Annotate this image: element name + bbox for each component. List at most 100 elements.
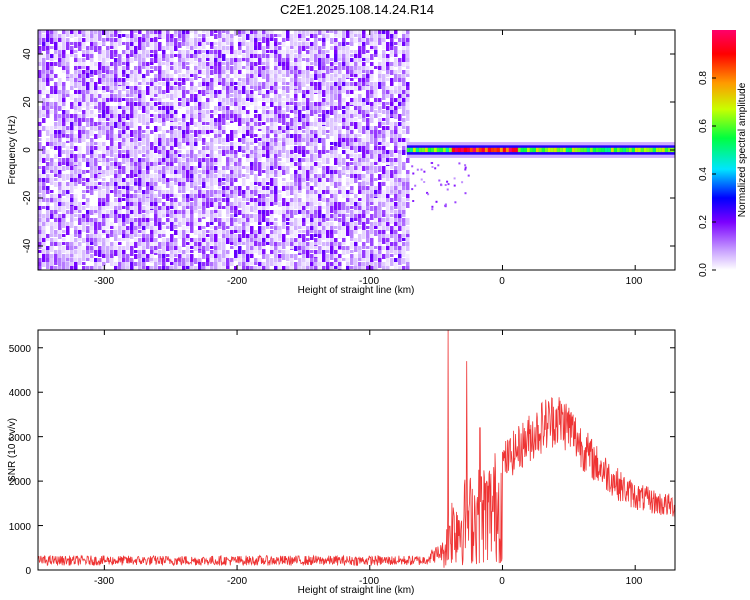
carrier-cell: [559, 147, 563, 153]
spectrogram-cell: [370, 202, 374, 205]
spectrogram-cell: [170, 54, 174, 60]
spectrogram-cell: [146, 198, 150, 203]
spectrogram-cell: [126, 58, 130, 63]
spectrogram-cell: [270, 50, 274, 53]
spectrogram-cell: [70, 186, 74, 193]
spectrogram-cell: [118, 238, 122, 241]
spectrogram-cell: [310, 242, 314, 249]
spectrogram-cell: [78, 258, 82, 265]
spectrogram-cell: [310, 62, 314, 65]
spectrogram-cell: [274, 50, 278, 56]
spectrogram-cell: [94, 210, 98, 213]
spectrogram-cell: [402, 234, 406, 237]
spectrogram-cell: [162, 246, 166, 255]
spectrogram-cell: [346, 154, 350, 159]
spectrogram-cell: [358, 134, 362, 137]
spectrogram-cell: [74, 78, 78, 85]
spectrogram-cell: [274, 246, 278, 252]
spectrogram-cell: [150, 70, 154, 73]
spectrogram-cell: [86, 74, 90, 79]
spectrogram-cell: [42, 118, 46, 123]
spectrogram-cell: [190, 82, 194, 88]
spectrogram-cell: [290, 138, 294, 145]
spectrogram-cell: [186, 38, 190, 44]
spectrogram-cell: [190, 114, 194, 119]
spectrogram-cell: [126, 98, 130, 104]
spectrogram-cell: [190, 50, 194, 55]
spectrogram-cell: [386, 114, 390, 120]
spectrogram-cell: [110, 82, 114, 89]
spectrogram-cell: [222, 190, 226, 195]
spectrogram-cell: [178, 70, 182, 73]
spectrogram-cell: [386, 106, 390, 113]
spectrogram-cell: [194, 58, 198, 61]
spectrogram-cell: [342, 158, 346, 165]
spectrogram-cell: [390, 226, 394, 231]
spectrogram-cell: [98, 62, 102, 70]
spectrogram-cell: [278, 98, 282, 103]
spectrogram-cell: [358, 226, 362, 229]
spectrogram-cell: [214, 126, 218, 129]
spectrogram-cell: [126, 110, 130, 114]
spectrogram-cell: [46, 46, 50, 51]
spectrogram-cell: [398, 142, 402, 148]
spectrogram-cell: [134, 30, 138, 33]
spectrogram-cell: [114, 134, 118, 141]
spectrogram-cell: [242, 138, 246, 144]
spectrogram-cell: [130, 42, 134, 48]
spectrogram-cell: [282, 182, 286, 187]
spectrogram-cell: [42, 34, 46, 41]
spectrogram-cell: [370, 62, 374, 69]
spectrogram-cell: [66, 126, 70, 130]
spectrogram-cell: [334, 250, 338, 257]
spectrogram-cell: [230, 210, 234, 213]
spectrogram-cell: [370, 74, 374, 79]
spectrogram-cell: [286, 118, 290, 124]
spectrogram-cell: [130, 118, 134, 124]
spectrogram-cell: [306, 78, 310, 84]
spectrogram-cell: [94, 46, 98, 52]
spectrogram-cell: [386, 130, 390, 135]
spectrogram-cell: [346, 174, 350, 177]
spectrogram-cell: [402, 70, 406, 76]
spectrogram-cell: [246, 78, 250, 85]
spectrogram-cell: [338, 118, 342, 123]
spectrogram-cell: [186, 242, 190, 245]
spectrogram-cell: [150, 66, 154, 69]
spectrogram-cell: [398, 214, 402, 219]
spectrogram-cell: [298, 106, 302, 111]
spectrogram-cell: [50, 110, 54, 114]
spectrogram-cell: [306, 70, 310, 78]
carrier-cell: [544, 147, 548, 153]
spectrogram-cell: [402, 246, 406, 255]
spectrogram-cell: [334, 226, 338, 229]
spectrogram-cell: [302, 222, 306, 229]
spectrogram-cell: [374, 54, 378, 57]
spectrogram-cell: [402, 194, 406, 197]
spectrogram-cell: [362, 78, 366, 82]
spectrogram-cell: [346, 194, 350, 198]
spectrogram-cell: [170, 102, 174, 108]
spectrogram-cell: [274, 202, 278, 205]
spectrogram-cell: [222, 54, 226, 61]
x-tick-label: -100: [359, 276, 379, 287]
spectrogram-cell: [106, 194, 110, 202]
spectrogram-cell: [218, 90, 222, 96]
spectrogram-cell: [174, 206, 178, 213]
spectrogram-cell: [286, 106, 290, 112]
spectrogram-cell: [190, 198, 194, 201]
spectrogram-cell: [266, 178, 270, 181]
spectrogram-cell: [350, 246, 354, 249]
spectrogram-cell: [386, 174, 390, 178]
spectrogram-cell: [182, 146, 186, 149]
spectrogram-cell: [370, 54, 374, 60]
spectrogram-cell: [42, 238, 46, 245]
spectrogram-cell: [350, 206, 354, 209]
spectrogram-cell: [390, 218, 394, 224]
spectrogram-cell: [58, 118, 62, 126]
spectrogram-cell: [206, 50, 210, 56]
carrier-cell: [613, 147, 617, 153]
spectrogram-cell: [82, 222, 86, 228]
spectrogram-cell: [342, 126, 346, 129]
spectrogram-cell: [382, 50, 386, 55]
